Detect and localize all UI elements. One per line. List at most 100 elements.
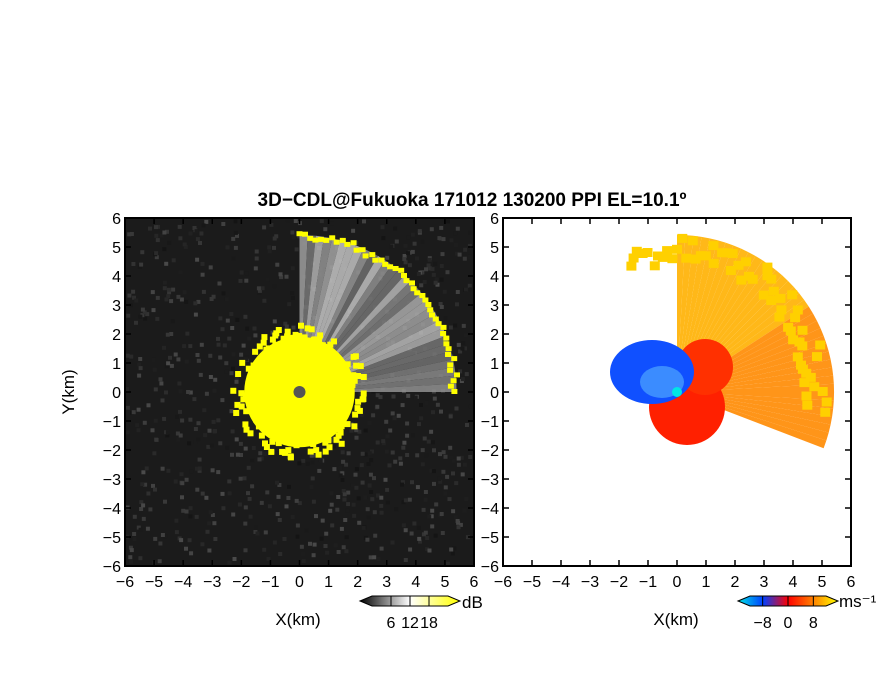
noise-cell (295, 523, 300, 528)
noise-cell (290, 291, 295, 296)
noise-cell (320, 451, 324, 456)
echo-rim-cell (382, 261, 389, 267)
noise-cell (139, 500, 144, 505)
x-tick-label: 0 (295, 574, 304, 591)
noise-cell (431, 469, 436, 474)
noise-cell (253, 333, 258, 338)
core-edge-cell (298, 322, 304, 329)
colorbar-tick-label: 8 (809, 615, 818, 632)
echo-rim-cell (353, 247, 360, 253)
noise-cell (207, 548, 212, 553)
y-tick-label: −4 (481, 501, 499, 518)
noise-cell (128, 545, 133, 550)
velocity-outer-cell (708, 258, 719, 268)
noise-cell (375, 440, 380, 445)
noise-cell (384, 449, 389, 454)
noise-cell (186, 390, 191, 394)
y-tick-label: −5 (103, 530, 121, 547)
noise-cell (291, 325, 296, 330)
noise-cell (387, 463, 392, 468)
noise-cell (222, 343, 227, 348)
noise-cell (455, 302, 459, 307)
noise-cell (400, 482, 404, 487)
echo-rim-cell (422, 297, 429, 303)
noise-cell (463, 346, 467, 351)
noise-cell (401, 500, 406, 505)
noise-cell (284, 274, 289, 279)
noise-cell (163, 499, 167, 504)
noise-cell (141, 470, 146, 475)
noise-cell (312, 453, 317, 458)
noise-cell (188, 514, 193, 519)
noise-cell (255, 531, 260, 536)
velocity-outer-cell (626, 261, 637, 271)
noise-cell (197, 466, 202, 471)
noise-cell (369, 458, 374, 463)
noise-cell (346, 502, 351, 507)
echo-rim-cell (429, 312, 435, 318)
noise-cell (462, 256, 467, 261)
noise-cell (141, 516, 146, 521)
noise-cell (166, 361, 171, 366)
noise-cell (165, 229, 169, 234)
noise-cell (209, 443, 214, 448)
noise-cell (431, 272, 436, 277)
noise-cell (180, 481, 185, 486)
noise-cell (439, 225, 444, 230)
noise-cell (173, 352, 178, 357)
velocity-outer-cell (722, 248, 733, 258)
panel-velocity (502, 217, 852, 567)
noise-cell (332, 444, 337, 449)
noise-cell (179, 472, 184, 477)
noise-cell (308, 541, 312, 546)
noise-cell (125, 405, 130, 410)
core-edge-cell (256, 343, 263, 350)
noise-cell (455, 226, 460, 231)
noise-cell (311, 499, 316, 504)
noise-cell (299, 544, 304, 549)
core-edge-cell (293, 442, 300, 449)
noise-cell (350, 483, 355, 488)
noise-cell (227, 479, 232, 484)
noise-cell (195, 466, 199, 471)
noise-cell (365, 507, 370, 512)
noise-cell (253, 266, 258, 271)
velocity-outer-cell (733, 260, 744, 270)
noise-cell (153, 487, 157, 492)
noise-cell (162, 416, 167, 421)
noise-cell (402, 440, 407, 445)
core-edge-cell (325, 437, 332, 444)
noise-cell (132, 295, 136, 300)
noise-cell (160, 398, 165, 403)
noise-cell (151, 308, 156, 313)
noise-cell (196, 299, 201, 304)
echo-rim-cell (302, 231, 308, 237)
noise-cell (165, 430, 170, 435)
noise-cell (427, 257, 432, 262)
velocity-outer-cell (768, 286, 779, 296)
y-tick-label: −6 (481, 559, 499, 576)
left-x-axis-label: X(km) (275, 610, 320, 629)
noise-cell (145, 312, 150, 317)
noise-cell (439, 277, 444, 282)
noise-cell (468, 287, 473, 292)
noise-cell (458, 349, 463, 354)
noise-cell (134, 298, 139, 303)
noise-cell (284, 324, 289, 329)
echo-rim-cell (425, 302, 432, 307)
noise-cell (354, 467, 359, 472)
noise-cell (200, 491, 205, 496)
noise-cell (443, 491, 448, 496)
noise-cell (155, 295, 160, 300)
noise-cell (372, 555, 377, 560)
echo-rim-cell (317, 236, 324, 242)
noise-cell (354, 435, 359, 440)
noise-cell (456, 342, 461, 347)
echo-rim-cell (409, 280, 415, 286)
noise-cell (150, 290, 155, 295)
noise-cell (390, 540, 395, 545)
noise-cell (201, 223, 206, 228)
noise-cell (164, 297, 169, 302)
noise-cell (244, 355, 249, 359)
